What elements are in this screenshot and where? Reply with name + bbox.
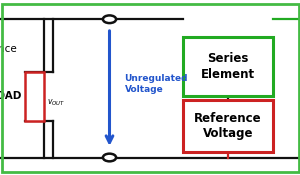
FancyBboxPatch shape	[25, 72, 44, 121]
Text: $v_{OUT}$: $v_{OUT}$	[47, 98, 65, 108]
Text: Series
Element: Series Element	[201, 52, 255, 81]
Text: Unregulated
Voltage: Unregulated Voltage	[124, 74, 188, 94]
Text: Reference
Voltage: Reference Voltage	[194, 111, 262, 141]
Text: LOAD: LOAD	[0, 91, 22, 101]
FancyBboxPatch shape	[183, 100, 273, 152]
Circle shape	[103, 154, 116, 161]
Circle shape	[103, 15, 116, 23]
Text: stance: stance	[0, 44, 17, 54]
FancyBboxPatch shape	[183, 37, 273, 96]
